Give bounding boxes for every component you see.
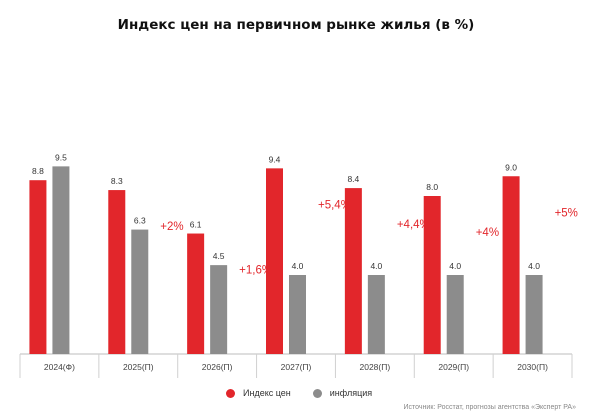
bar-price-index (502, 176, 520, 354)
delta-annotation: +1,6% (239, 265, 272, 277)
bar-price-index (266, 168, 283, 354)
data-label: 4.0 (292, 261, 304, 271)
bar-inflation (210, 265, 228, 354)
data-label: 4.0 (528, 261, 540, 271)
x-tick-label: 2028(П) (360, 362, 391, 372)
bar-inflation (525, 275, 543, 354)
data-label: 8.0 (426, 182, 438, 192)
x-tick-label: 2024(Ф) (44, 362, 75, 372)
bar-price-index (423, 196, 441, 354)
data-label: 4.0 (449, 261, 461, 271)
bar-price-index (29, 180, 47, 354)
legend-label-price-index: Индекс цен (243, 388, 291, 398)
delta-annotation: +5,4% (318, 199, 351, 211)
delta-annotation: +4% (476, 227, 499, 239)
x-tick-label: 2027(П) (281, 362, 312, 372)
data-label: 8.3 (111, 176, 123, 186)
data-label: 6.3 (134, 216, 146, 226)
x-tick-label: 2029(П) (438, 362, 469, 372)
legend-item-price-index: Индекс цен (226, 388, 291, 398)
data-label: 9.5 (55, 152, 67, 162)
legend: Индекс цен инфляция (226, 388, 394, 398)
source-note: Источник: Росстат, прогнозы агентства «Э… (403, 404, 576, 411)
bar-price-index (187, 233, 205, 354)
bar-price-index (108, 190, 126, 354)
legend-swatch-price-index (226, 388, 235, 398)
data-label: 4.0 (370, 261, 382, 271)
delta-annotation: +5% (555, 207, 578, 219)
x-tick-label: 2030(П) (517, 362, 548, 372)
bar-inflation (446, 275, 464, 354)
bar-price-index (344, 188, 362, 354)
data-label: 9.0 (505, 162, 517, 172)
delta-annotation: +4,4% (397, 219, 430, 231)
x-tick-label: 2026(П) (202, 362, 233, 372)
x-tick-label: 2025(П) (123, 362, 154, 372)
legend-swatch-inflation (312, 388, 322, 398)
data-label: 6.1 (190, 220, 202, 230)
legend-label-inflation: инфляция (329, 388, 373, 398)
data-label: 8.8 (32, 166, 44, 176)
bar-inflation (131, 229, 149, 354)
data-label: 4.5 (213, 251, 225, 261)
bar-inflation (289, 275, 306, 354)
bar-inflation (367, 275, 385, 354)
legend-item-inflation: инфляция (312, 388, 373, 398)
chart-title: Индекс цен на первичном рынке жилья (в %… (117, 17, 475, 33)
data-label: 9.4 (269, 154, 281, 164)
delta-annotation: +2% (160, 221, 183, 233)
bar-inflation (52, 166, 70, 354)
data-label: 8.4 (347, 174, 359, 184)
